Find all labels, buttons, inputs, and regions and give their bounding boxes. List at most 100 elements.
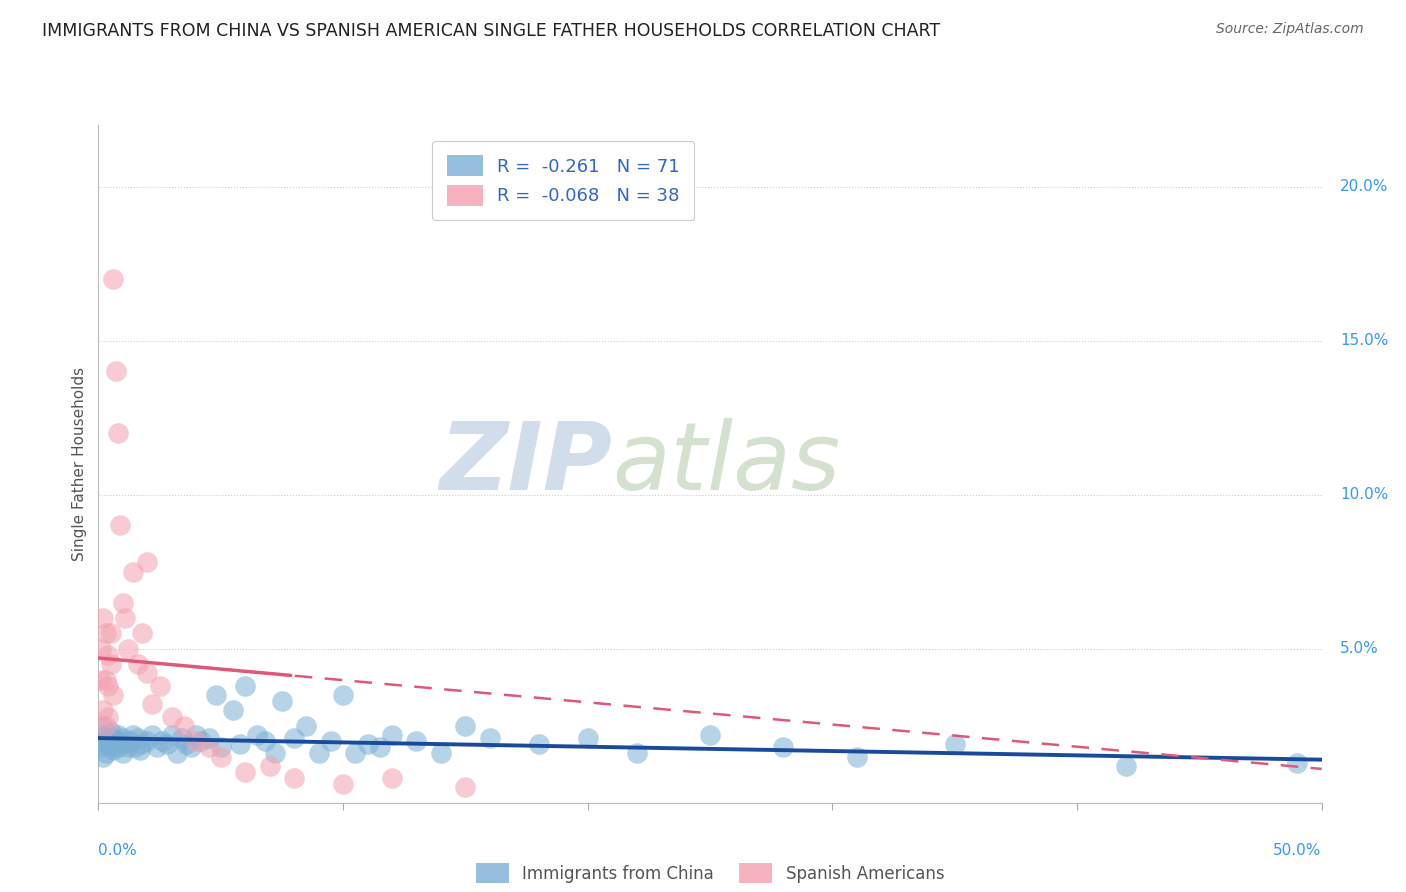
Point <box>205 688 228 702</box>
Point <box>141 728 163 742</box>
Point <box>94 626 117 640</box>
Text: ZIP: ZIP <box>439 417 612 510</box>
Point <box>131 737 153 751</box>
Point <box>97 737 120 751</box>
Point <box>344 747 367 761</box>
Point <box>263 747 285 761</box>
Point <box>478 731 501 745</box>
Point <box>186 734 208 748</box>
Point <box>170 731 193 745</box>
Point <box>772 740 794 755</box>
Point <box>176 737 198 751</box>
Text: 0.0%: 0.0% <box>98 844 138 858</box>
Point <box>97 648 120 662</box>
Point <box>97 679 120 693</box>
Point <box>117 641 139 656</box>
Point <box>131 626 153 640</box>
Point <box>233 679 256 693</box>
Point <box>283 771 305 785</box>
Point <box>101 272 124 286</box>
Point <box>121 728 143 742</box>
Point <box>233 764 256 779</box>
Point <box>104 734 127 748</box>
Point <box>129 743 152 757</box>
Point <box>381 728 404 742</box>
Point <box>209 740 232 755</box>
Point <box>150 734 173 748</box>
Point <box>381 771 404 785</box>
Point <box>146 740 169 755</box>
Point <box>259 759 281 773</box>
Point <box>319 734 342 748</box>
Point <box>308 747 330 761</box>
Point <box>90 728 112 742</box>
Point <box>100 740 122 755</box>
Point <box>197 740 219 755</box>
Point <box>626 747 648 761</box>
Point <box>124 740 146 755</box>
Point <box>1115 759 1137 773</box>
Point <box>100 626 122 640</box>
Point <box>295 719 318 733</box>
Text: 20.0%: 20.0% <box>1340 179 1388 194</box>
Point <box>186 728 208 742</box>
Point <box>368 740 391 755</box>
Point <box>114 737 136 751</box>
Point <box>100 657 122 672</box>
Point <box>405 734 427 748</box>
Point <box>90 740 112 755</box>
Point <box>111 747 134 761</box>
Point <box>117 740 139 755</box>
Text: atlas: atlas <box>612 418 841 509</box>
Point <box>107 728 129 742</box>
Point <box>136 734 159 748</box>
Point <box>160 728 183 742</box>
Point <box>101 688 124 702</box>
Point <box>222 703 245 717</box>
Y-axis label: Single Father Households: Single Father Households <box>72 367 87 561</box>
Point <box>91 611 114 625</box>
Point <box>127 657 149 672</box>
Point <box>110 518 132 533</box>
Text: 15.0%: 15.0% <box>1340 333 1388 348</box>
Point <box>100 725 122 739</box>
Point <box>454 780 477 795</box>
Point <box>430 747 453 761</box>
Point <box>91 703 114 717</box>
Point <box>94 719 117 733</box>
Point <box>94 673 117 687</box>
Point <box>97 728 120 742</box>
Point <box>576 731 599 745</box>
Text: IMMIGRANTS FROM CHINA VS SPANISH AMERICAN SINGLE FATHER HOUSEHOLDS CORRELATION C: IMMIGRANTS FROM CHINA VS SPANISH AMERICA… <box>42 22 941 40</box>
Point <box>246 728 269 742</box>
Point <box>527 737 550 751</box>
Point <box>111 731 134 745</box>
Point <box>136 666 159 681</box>
Point <box>197 731 219 745</box>
Point <box>160 709 183 723</box>
Point <box>97 709 120 723</box>
Point <box>94 734 117 748</box>
Point <box>845 749 868 764</box>
Point <box>173 719 195 733</box>
Point <box>94 747 117 761</box>
Point <box>104 737 127 751</box>
Point <box>141 697 163 711</box>
Point <box>101 731 124 745</box>
Point <box>91 719 114 733</box>
Point <box>190 734 212 748</box>
Point <box>332 777 354 791</box>
Point <box>101 743 124 757</box>
Point <box>127 731 149 745</box>
Text: 5.0%: 5.0% <box>1340 641 1379 657</box>
Point <box>91 749 114 764</box>
Point <box>90 641 112 656</box>
Point <box>156 737 179 751</box>
Text: 50.0%: 50.0% <box>1274 844 1322 858</box>
Point <box>332 688 354 702</box>
Point <box>166 747 188 761</box>
Point <box>253 734 276 748</box>
Point <box>283 731 305 745</box>
Point <box>180 740 202 755</box>
Point <box>136 556 159 570</box>
